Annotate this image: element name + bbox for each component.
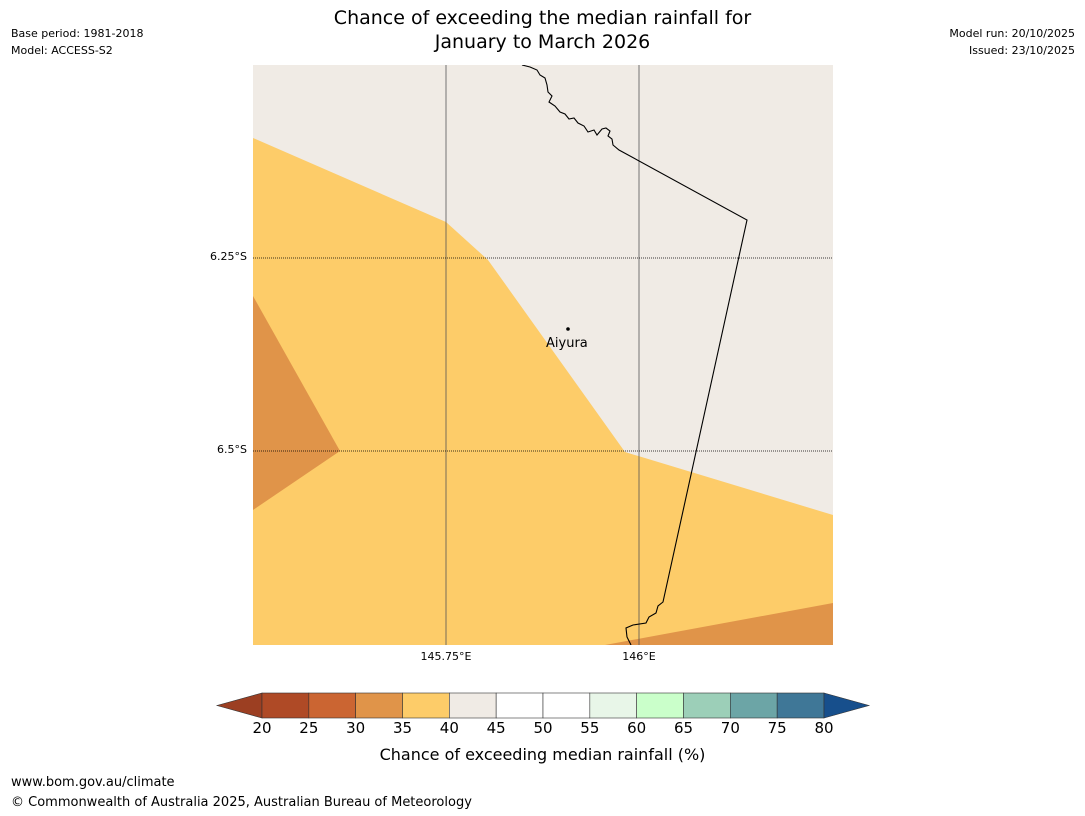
map-area bbox=[253, 65, 833, 645]
lat-label-6-25: 6.25°S bbox=[210, 250, 247, 263]
region-30-35-west bbox=[253, 296, 340, 510]
title-line-2: January to March 2026 bbox=[434, 31, 651, 53]
model-run-text: Model run: 20/10/2025 bbox=[949, 27, 1075, 40]
region-30-35-south bbox=[605, 603, 833, 645]
lon-label-146: 146°E bbox=[622, 650, 656, 663]
issued-text: Issued: 23/10/2025 bbox=[968, 44, 1075, 57]
header-left-info: Base period: 1981-2018 Model: ACCESS-S2 bbox=[11, 25, 143, 59]
colorbar-tick-label: 45 bbox=[486, 719, 506, 737]
model-text: Model: ACCESS-S2 bbox=[11, 44, 113, 57]
footer-copyright: © Commonwealth of Australia 2025, Austra… bbox=[11, 795, 472, 810]
colorbar-tick-label: 25 bbox=[299, 719, 319, 737]
colorbar-tick-label: 35 bbox=[392, 719, 413, 737]
colorbar-tick-label: 60 bbox=[627, 719, 647, 737]
map-title: Chance of exceeding the median rainfall … bbox=[0, 6, 1085, 54]
base-period-text: Base period: 1981-2018 bbox=[11, 27, 144, 40]
province-border bbox=[521, 65, 748, 645]
lon-label-145-75: 145.75°E bbox=[420, 650, 472, 663]
lat-label-6-5: 6.5°S bbox=[217, 443, 247, 456]
colorbar-tick-label: 75 bbox=[767, 719, 787, 737]
colorbar-tick-label: 20 bbox=[252, 719, 272, 737]
colorbar-tick-label: 30 bbox=[346, 719, 366, 737]
colorbar-tick-label: 65 bbox=[673, 719, 694, 737]
footer-url[interactable]: www.bom.gov.au/climate bbox=[11, 775, 175, 790]
colorbar-tick-label: 50 bbox=[533, 719, 553, 737]
aiyura-marker bbox=[566, 327, 570, 331]
title-line-1: Chance of exceeding the median rainfall … bbox=[333, 7, 752, 29]
colorbar-tick-label: 80 bbox=[814, 719, 834, 737]
colorbar-tick-label: 55 bbox=[580, 719, 600, 737]
region-35-40 bbox=[253, 138, 833, 645]
header-right-info: Model run: 20/10/2025 Issued: 23/10/2025 bbox=[949, 25, 1075, 59]
colorbar-tick-label: 70 bbox=[720, 719, 740, 737]
aiyura-label: Aiyura bbox=[546, 336, 588, 351]
colorbar-tick-label: 40 bbox=[439, 719, 459, 737]
colorbar-label: Chance of exceeding median rainfall (%) bbox=[379, 745, 706, 764]
